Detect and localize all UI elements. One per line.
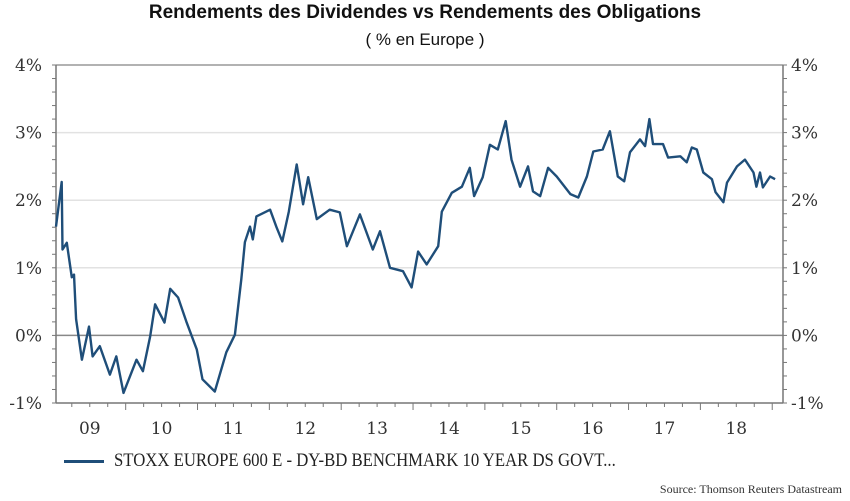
source-note: Source: Thomson Reuters Datastream (659, 482, 842, 496)
x-tick-label: 14 (438, 419, 460, 439)
x-tick-label: 15 (510, 419, 532, 439)
y-tick-label-left: 0% (15, 326, 42, 346)
y-tick-label-left: -1% (9, 394, 42, 414)
y-tick-label-right: -1% (791, 394, 824, 414)
chart-title: Rendements des Dividendes vs Rendements … (148, 2, 702, 23)
y-tick-label-left: 2% (15, 191, 42, 211)
y-tick-label-right: 1% (791, 259, 818, 279)
y-tick-label-right: 0% (791, 326, 818, 346)
y-tick-label-right: 2% (791, 191, 818, 211)
legend-swatch (64, 459, 104, 463)
y-tick-label-left: 3% (15, 124, 42, 144)
x-tick-label: 12 (294, 419, 316, 439)
x-tick-label: 10 (151, 419, 173, 439)
legend-label: STOXX EUROPE 600 E - DY-BD BENCHMARK 10 … (114, 450, 616, 471)
legend: STOXX EUROPE 600 E - DY-BD BENCHMARK 10 … (64, 450, 684, 472)
chart-subtitle: ( % en Europe ) (365, 30, 485, 49)
y-tick-label-right: 4% (791, 56, 818, 76)
series-line (54, 117, 776, 395)
x-tick-label: 17 (654, 419, 676, 439)
x-tick-label: 09 (79, 419, 101, 439)
x-tick-label: 13 (366, 419, 388, 439)
x-tick-label: 16 (582, 419, 604, 439)
y-tick-label-left: 1% (15, 259, 42, 279)
x-tick-label: 18 (725, 419, 747, 439)
x-tick-label: 11 (223, 419, 245, 439)
y-tick-label-right: 3% (791, 124, 818, 144)
y-tick-label-left: 4% (15, 56, 42, 76)
